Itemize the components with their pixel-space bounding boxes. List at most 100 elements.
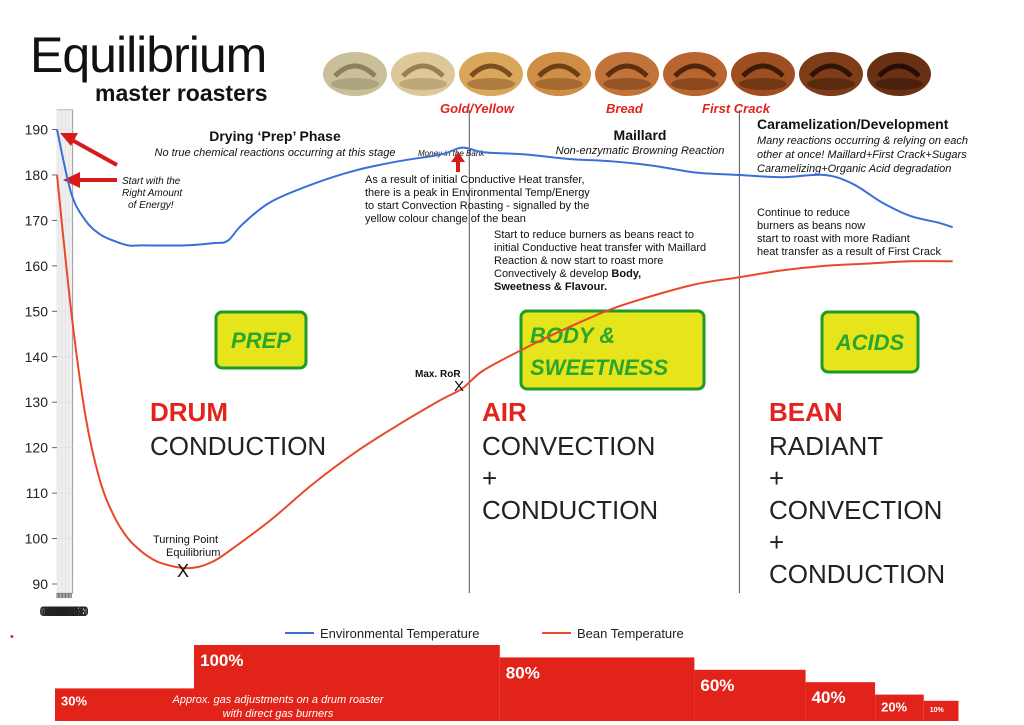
green-bean (323, 52, 387, 96)
y-tick-label: 110 (26, 485, 49, 501)
bean-convection-label: CONVECTION (769, 495, 942, 525)
air-conduction-label: CONDUCTION (482, 495, 658, 525)
gas-label-1: 100% (200, 651, 243, 670)
x-tick-label: 00:09 (52, 603, 87, 619)
green-bean-crease (333, 63, 377, 78)
max-ror-marker: X (454, 378, 464, 395)
peak-arrow (451, 152, 465, 172)
prep-box-bg (214, 310, 308, 370)
gas-label-5: 20% (881, 700, 907, 715)
gas-note-2: with direct gas burners (223, 708, 334, 720)
gas-bar-0 (55, 688, 194, 721)
yellow-bean-shadow (467, 78, 515, 90)
bread-bean-crease (605, 63, 649, 78)
bread-bean (595, 52, 659, 96)
peak-note-1: As a result of initial Conductive Heat t… (365, 174, 585, 186)
x-tick-label: 00:03 (44, 603, 79, 619)
y-tick-label: 120 (25, 440, 49, 456)
bean-label: BEAN (769, 397, 843, 427)
drying-bean-crease (401, 63, 445, 78)
start-note-3: of Energy! (128, 200, 174, 211)
reduce-note-4-text: Convectively & develop (494, 268, 611, 280)
reduce-note-4-bold: Body, (611, 268, 641, 280)
environmental-temperature-line (56, 129, 953, 247)
start-arrow-1 (71, 138, 118, 167)
first-crack-bean-crease (741, 63, 785, 78)
light-brown-bean (663, 52, 727, 96)
bean-progression (323, 52, 931, 96)
gas-bar-1 (194, 645, 500, 721)
acids-box-bg (820, 310, 920, 374)
x-tick-label: 00:04 (45, 603, 80, 619)
brand-logo: Equilibrium master roasters (30, 27, 268, 106)
start-note-1: Start with the (122, 176, 181, 187)
bread-bean-shadow (603, 78, 651, 90)
x-tick-label: 00:06 (48, 603, 83, 619)
stage-label-first-crack: First Crack (702, 101, 771, 116)
medium-roast-bean (799, 52, 863, 96)
x-tick-label: 00:10 (54, 603, 89, 619)
gas-dot: • (10, 631, 14, 643)
caramel-line-2: other at once! Maillard+First Crack+Suga… (757, 149, 967, 161)
first-crack-bean (731, 52, 795, 96)
continue-note-4: heat transfer as a result of First Crack (757, 246, 942, 258)
y-tick-label: 130 (25, 394, 49, 410)
air-convection-label: CONVECTION (482, 431, 655, 461)
light-brown-bean-shadow (671, 78, 719, 90)
gas-bar-4 (805, 682, 876, 721)
legend-bean-label: Bean Temperature (577, 626, 684, 641)
maillard-subtitle: Non-enzymatic Browning Reaction (556, 145, 725, 157)
first-crack-bean-body (731, 52, 795, 96)
drying-phase-title: Drying ‘Prep’ Phase (209, 128, 341, 144)
y-tick-label: 180 (25, 167, 49, 183)
light-tan-bean-shadow (535, 78, 583, 90)
turning-point-label-2: Equilibrium (166, 547, 220, 559)
y-tick-label: 150 (25, 303, 49, 319)
light-brown-bean-crease (673, 63, 717, 78)
y-tick-label: 140 (25, 349, 49, 365)
gas-label-0: 30% (61, 693, 87, 708)
reduce-note-3: Reaction & now start to roast more (494, 255, 663, 267)
phase-divider-lines (468, 110, 740, 594)
gas-bar-6 (923, 700, 959, 721)
y-tick-label: 190 (25, 122, 49, 138)
medium-roast-bean-shadow (807, 78, 855, 90)
start-arrowhead-2 (63, 172, 80, 188)
bean-plus-label-2: + (769, 527, 784, 557)
dark-roast-bean (867, 52, 931, 96)
medium-roast-bean-crease (809, 63, 853, 78)
reduce-note-4: Convectively & develop Body, (494, 268, 641, 280)
drying-bean-body (391, 52, 455, 96)
chart-legend: Environmental Temperature Bean Temperatu… (285, 626, 684, 641)
green-bean-shadow (331, 78, 379, 90)
turning-point-marker: X (177, 561, 189, 581)
y-axis-ticks: 90 100 110 120 130 140 150 160 170 180 190 (25, 122, 57, 592)
caramel-line-1: Many reactions occurring & relying on ea… (757, 135, 968, 147)
gas-note-1: Approx. gas adjustments on a drum roaste… (172, 694, 385, 706)
acids-box: ACIDS (820, 310, 920, 374)
stage-label-bread: Bread (606, 101, 644, 116)
start-energy-annotation: Start with the Right Amount of Energy! (60, 133, 183, 211)
turning-point-label-1: Turning Point (153, 534, 218, 546)
reduce-note-2: initial Conductive heat transfer with Ma… (494, 242, 706, 254)
dark-roast-bean-body (867, 52, 931, 96)
drum-conduction-label: CONDUCTION (150, 431, 326, 461)
continue-note-1: Continue to reduce (757, 207, 850, 219)
x-tick-label: 00:05 (47, 603, 82, 619)
maillard-title: Maillard (614, 127, 667, 143)
gas-label-4: 40% (812, 688, 846, 707)
gas-label-3: 60% (700, 676, 734, 695)
drying-bean-shadow (399, 78, 447, 90)
gas-bar-3 (694, 669, 806, 721)
body-sweetness-box: BODY & SWEETNESS (519, 309, 706, 391)
yellow-bean-body (459, 52, 523, 96)
x-tick-label: 00:01 (41, 603, 76, 619)
medium-roast-bean-body (799, 52, 863, 96)
bean-plus-label-1: + (769, 463, 784, 493)
gas-label-2: 80% (506, 663, 540, 682)
stage-label-gold: Gold/Yellow (440, 101, 515, 116)
continue-note-3: start to roast with more Radiant (757, 233, 910, 245)
acids-box-label: ACIDS (835, 330, 905, 355)
bread-bean-body (595, 52, 659, 96)
start-arrowhead-1 (60, 133, 78, 146)
